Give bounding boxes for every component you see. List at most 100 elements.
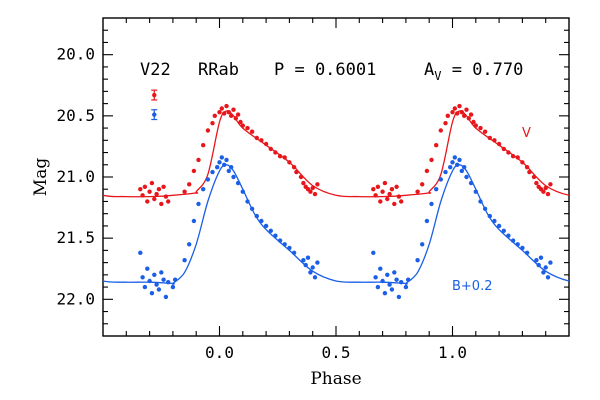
data-point-1 xyxy=(452,155,457,160)
data-point-1 xyxy=(464,174,469,180)
data-point-0 xyxy=(163,194,169,199)
data-point-0 xyxy=(450,110,455,115)
data-point-1 xyxy=(191,218,197,224)
data-point-0 xyxy=(394,184,399,189)
data-point-1 xyxy=(380,278,385,284)
data-point-1 xyxy=(163,294,169,300)
data-point-1 xyxy=(173,277,178,282)
data-point-0 xyxy=(468,112,474,117)
data-point-0 xyxy=(166,199,171,204)
data-point-0 xyxy=(210,121,215,126)
data-point-1 xyxy=(468,180,474,186)
data-point-1 xyxy=(510,238,516,243)
y-tick-label: 21.5 xyxy=(56,228,95,247)
data-point-1 xyxy=(303,262,308,268)
data-point-1 xyxy=(520,245,525,251)
data-point-0 xyxy=(219,106,224,111)
data-point-1 xyxy=(145,266,150,271)
data-point-0 xyxy=(455,111,460,116)
data-point-0 xyxy=(459,110,464,115)
data-point-0 xyxy=(315,182,320,187)
data-point-0 xyxy=(312,191,318,197)
data-point-0 xyxy=(229,113,234,119)
data-point-1 xyxy=(226,168,231,174)
data-point-0 xyxy=(263,141,269,147)
data-point-1 xyxy=(492,218,497,224)
data-point-1 xyxy=(170,284,176,290)
error-bars xyxy=(151,89,158,121)
data-point-0 xyxy=(389,187,395,192)
data-point-0 xyxy=(187,182,192,187)
data-point-0 xyxy=(212,113,217,119)
data-point-1 xyxy=(268,228,273,233)
data-point-1 xyxy=(501,228,506,233)
error-bar-point xyxy=(152,92,157,98)
data-point-1 xyxy=(387,282,392,287)
data-point-0 xyxy=(294,169,299,175)
data-point-0 xyxy=(222,111,227,116)
data-point-0 xyxy=(534,180,539,186)
data-point-1 xyxy=(473,189,478,194)
data-point-0 xyxy=(527,169,532,175)
data-point-0 xyxy=(138,187,143,192)
data-point-0 xyxy=(452,106,457,111)
data-point-1 xyxy=(534,258,539,263)
data-point-1 xyxy=(138,250,143,255)
data-point-1 xyxy=(482,206,488,211)
data-point-1 xyxy=(154,282,159,287)
data-point-0 xyxy=(245,125,250,131)
data-point-0 xyxy=(466,116,471,121)
template-curves xyxy=(103,110,569,285)
data-point-1 xyxy=(277,238,283,243)
series-label-b: B+0.2 xyxy=(452,279,493,294)
series-label-v: V xyxy=(522,126,531,141)
data-point-0 xyxy=(524,165,530,170)
data-point-1 xyxy=(291,250,297,255)
data-point-1 xyxy=(152,272,157,277)
data-point-0 xyxy=(496,141,502,147)
data-point-1 xyxy=(536,262,541,268)
data-point-0 xyxy=(464,107,469,112)
x-tick-label: 0.5 xyxy=(322,343,351,362)
data-point-1 xyxy=(166,280,171,285)
data-point-1 xyxy=(217,160,222,165)
data-point-1 xyxy=(273,233,278,238)
data-point-1 xyxy=(385,272,390,277)
data-point-0 xyxy=(443,121,448,126)
amplitude-subscript: V xyxy=(434,69,441,83)
data-point-1 xyxy=(240,189,245,194)
data-point-0 xyxy=(196,157,201,163)
data-point-1 xyxy=(545,275,551,280)
data-point-1 xyxy=(224,157,229,163)
data-point-1 xyxy=(406,277,411,282)
data-point-0 xyxy=(482,129,488,134)
data-point-0 xyxy=(548,182,553,187)
data-point-0 xyxy=(231,107,236,112)
data-point-1 xyxy=(182,258,187,263)
y-tick-label: 21.0 xyxy=(56,167,95,186)
data-point-1 xyxy=(282,242,287,247)
data-point-1 xyxy=(378,266,383,271)
data-point-0 xyxy=(291,165,297,170)
data-point-1 xyxy=(403,284,409,290)
data-point-0 xyxy=(254,135,259,141)
data-point-0 xyxy=(149,180,155,186)
data-point-1 xyxy=(450,160,455,165)
data-point-1 xyxy=(396,294,402,300)
data-point-0 xyxy=(541,189,546,194)
data-point-0 xyxy=(382,180,388,186)
data-point-0 xyxy=(543,185,548,191)
data-point-1 xyxy=(142,284,148,290)
data-point-1 xyxy=(524,250,530,255)
data-point-0 xyxy=(375,184,381,189)
data-point-1 xyxy=(222,162,227,167)
data-point-0 xyxy=(217,110,222,115)
data-point-1 xyxy=(448,165,453,170)
data-point-1 xyxy=(382,291,388,296)
data-point-1 xyxy=(389,287,395,292)
data-point-0 xyxy=(235,112,241,117)
data-point-1 xyxy=(548,260,553,265)
data-point-0 xyxy=(392,201,397,207)
data-point-0 xyxy=(462,113,467,119)
data-point-1 xyxy=(538,255,544,260)
